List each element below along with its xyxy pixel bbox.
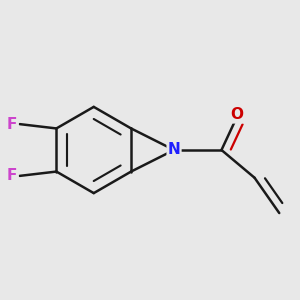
- Text: F: F: [7, 168, 17, 183]
- Text: F: F: [7, 117, 17, 132]
- Text: N: N: [168, 142, 180, 158]
- Text: O: O: [230, 107, 244, 122]
